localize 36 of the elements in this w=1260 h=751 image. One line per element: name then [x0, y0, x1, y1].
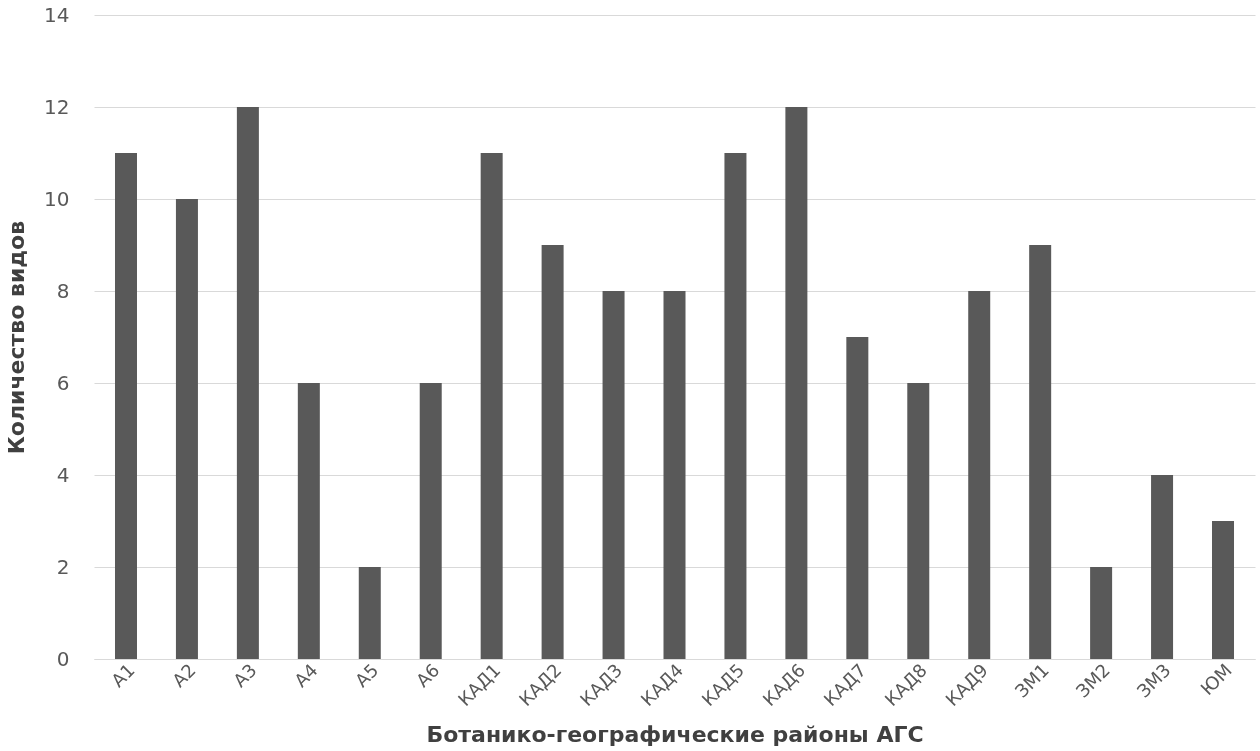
bar: [358, 567, 381, 659]
bar: [663, 291, 686, 659]
bar: [846, 337, 869, 659]
x-tick-label: А5: [350, 659, 383, 692]
x-axis-title: Ботанико-географические районы АГС: [426, 722, 924, 748]
y-tick-label: 8: [56, 278, 70, 303]
y-tick-label: 10: [44, 186, 70, 211]
bar: [1212, 521, 1234, 659]
y-tick-label: 4: [56, 462, 70, 487]
bar: [602, 291, 625, 659]
bar: [541, 245, 564, 659]
bar: [297, 383, 320, 659]
y-tick-label: 0: [56, 646, 70, 671]
y-tick-label: 2: [56, 554, 70, 579]
y-tick-label: 14: [44, 2, 70, 27]
y-tick-label: 12: [44, 94, 70, 119]
bar: [785, 107, 808, 659]
y-axis-title: Количество видов: [4, 220, 30, 455]
x-tick-label: А6: [411, 659, 444, 692]
bar: [968, 291, 991, 659]
x-tick-label: А3: [228, 659, 261, 692]
bar: [236, 107, 259, 659]
bar: [115, 153, 137, 659]
bar: [724, 153, 747, 659]
bar: [1090, 567, 1113, 659]
bar: [419, 383, 442, 659]
bar: [480, 153, 503, 659]
x-tick-label: А4: [289, 659, 322, 692]
y-tick-label: 6: [56, 370, 70, 395]
bar: [175, 199, 198, 659]
bar: [1029, 245, 1052, 659]
bar: [1151, 475, 1174, 659]
x-tick-label: А2: [168, 659, 200, 692]
x-tick-label: А1: [107, 659, 139, 692]
bar: [907, 383, 930, 659]
x-tick-label: ЮМ: [1196, 659, 1236, 699]
